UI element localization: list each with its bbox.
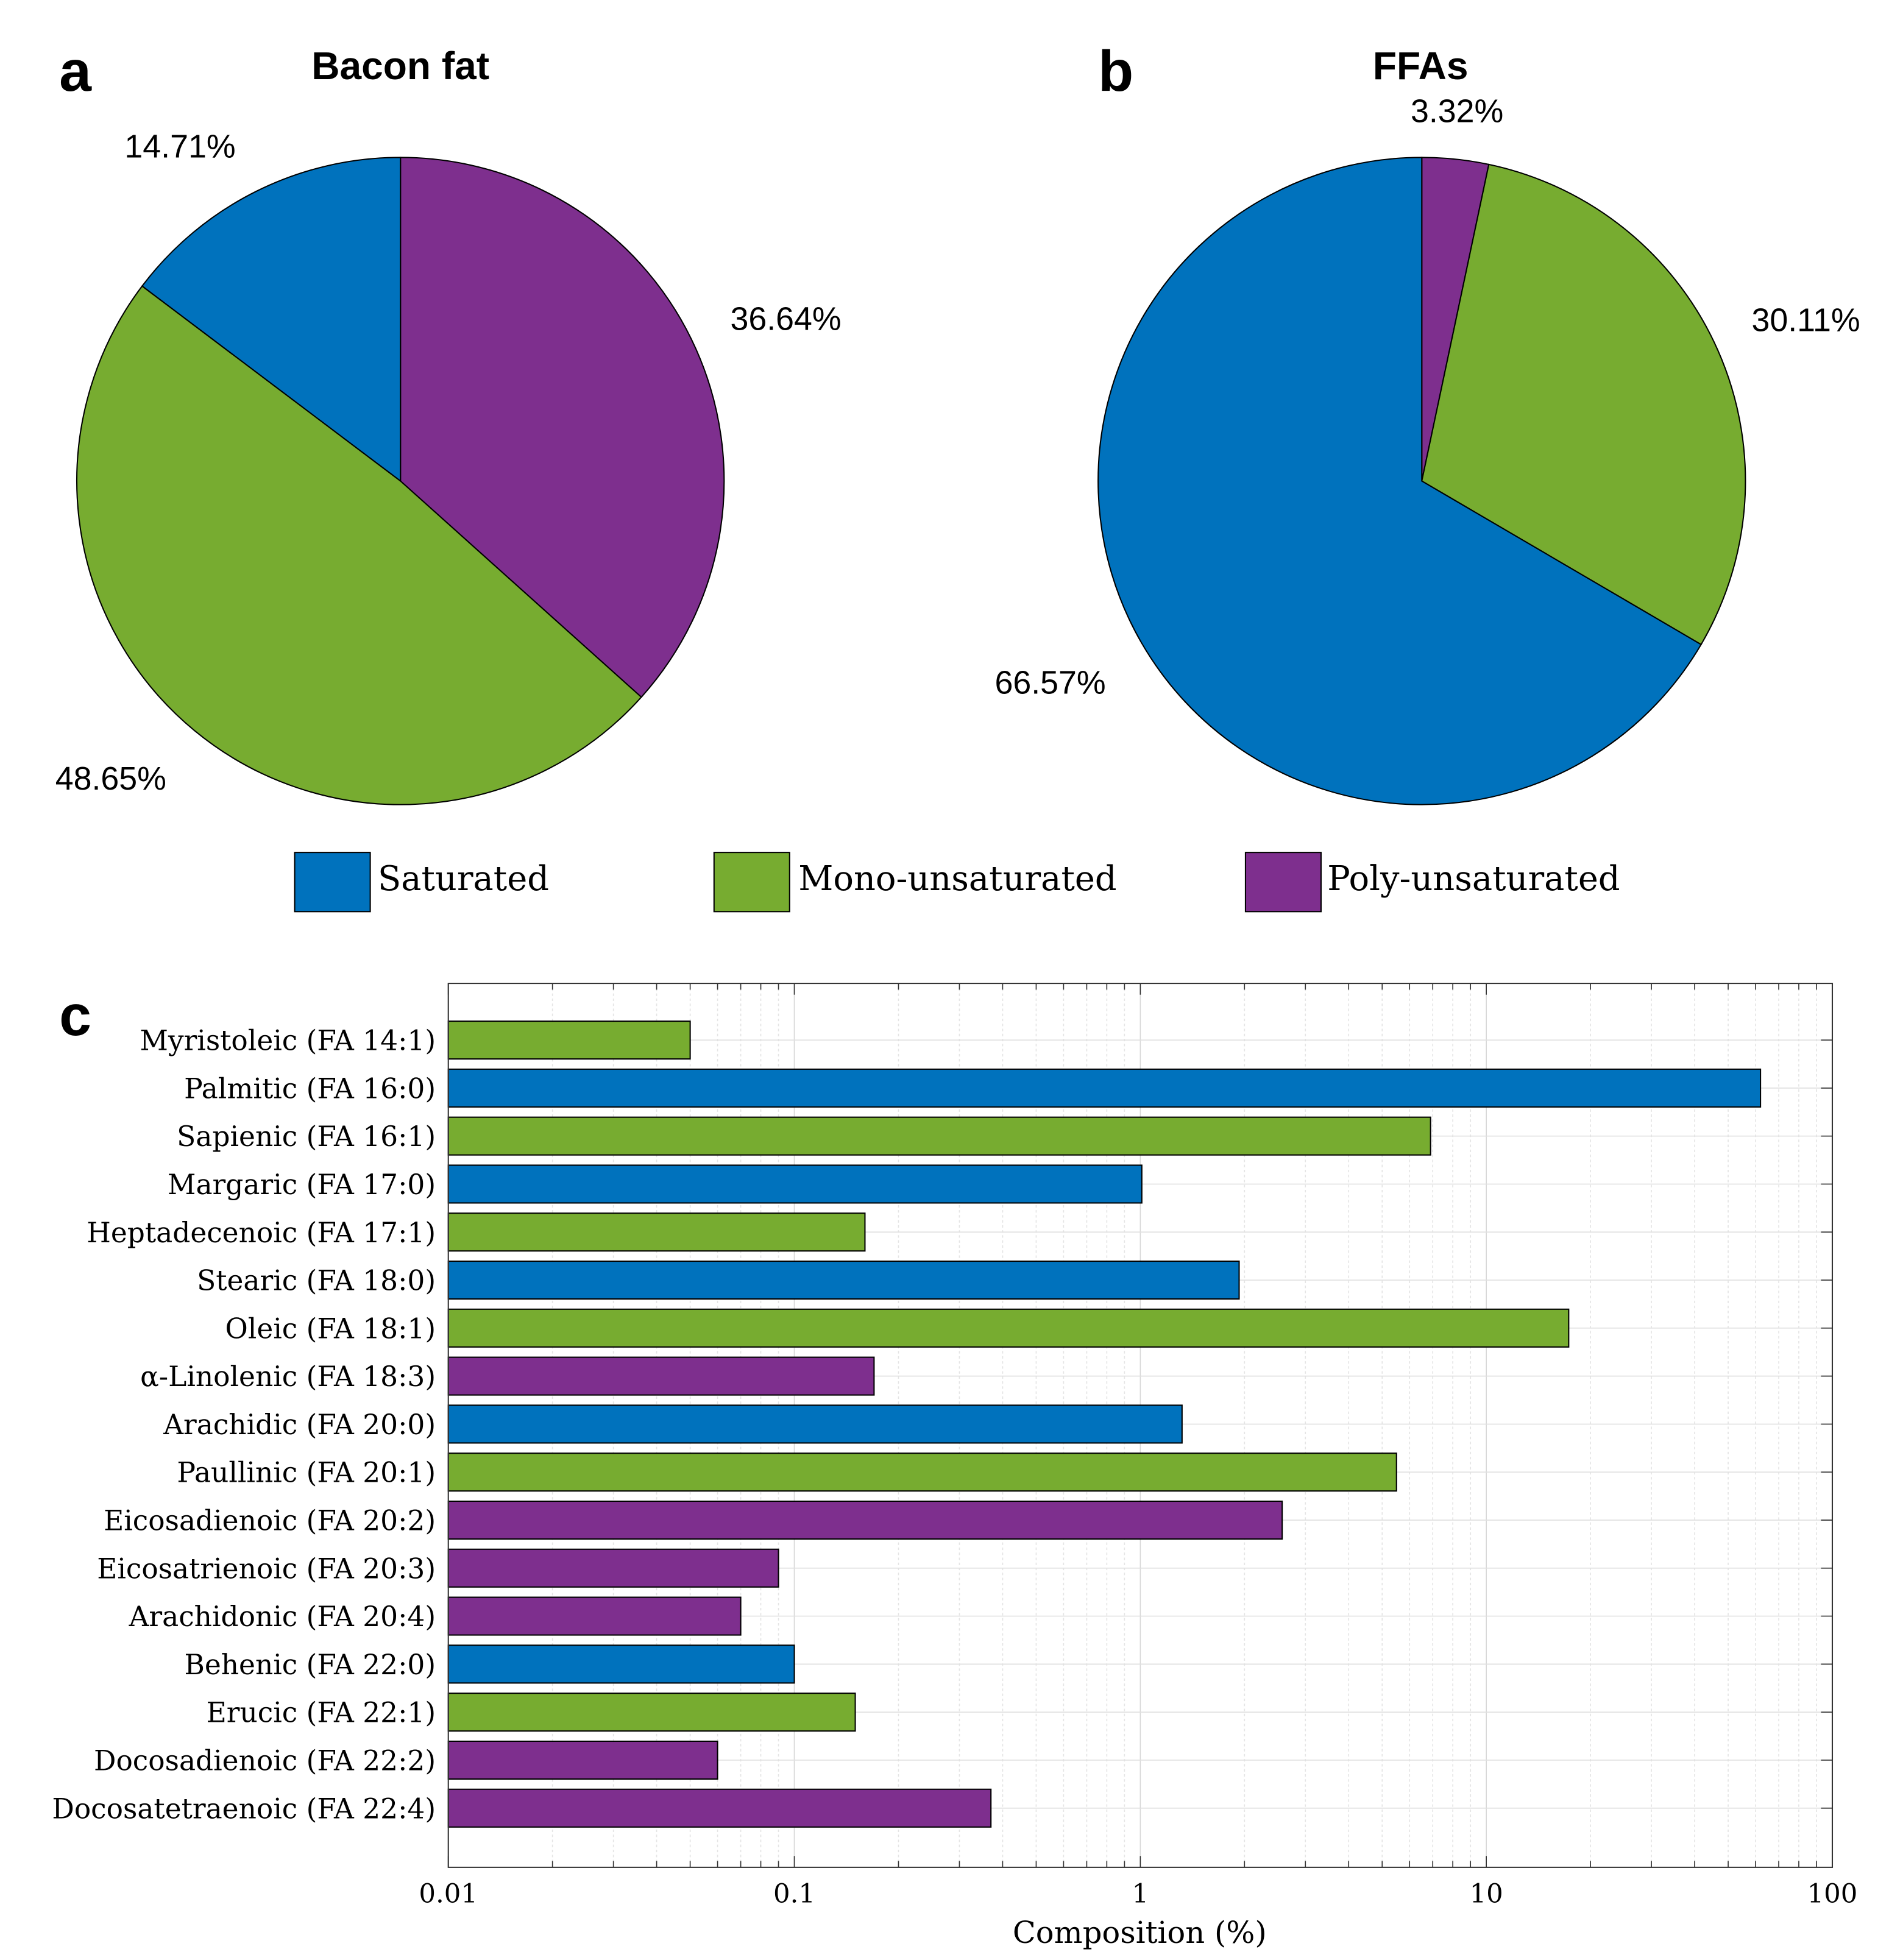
bar bbox=[447, 1404, 1183, 1444]
category-label: Behenic (FA 22:0) bbox=[184, 1649, 436, 1681]
bar bbox=[447, 1261, 1240, 1300]
category-label: Arachidonic (FA 20:4) bbox=[129, 1601, 436, 1633]
slice-label: 14.71% bbox=[124, 128, 235, 165]
category-label: Oleic (FA 18:1) bbox=[225, 1312, 436, 1345]
legend-label: Saturated bbox=[378, 859, 549, 899]
pie-slice-mono-unsaturated bbox=[76, 285, 642, 805]
legend-label: Mono-unsaturated bbox=[798, 859, 1116, 899]
category-label: Docosatetraenoic (FA 22:4) bbox=[52, 1792, 436, 1825]
bar bbox=[447, 1164, 1143, 1204]
category-label: Palmitic (FA 16:0) bbox=[184, 1072, 436, 1105]
panel-label-a: a bbox=[59, 39, 92, 104]
bar bbox=[447, 1500, 1283, 1540]
category-label: Stearic (FA 18:0) bbox=[197, 1265, 436, 1297]
bar bbox=[447, 1116, 1431, 1156]
category-label: Arachidic (FA 20:0) bbox=[163, 1409, 436, 1441]
category-label: α-Linolenic (FA 18:3) bbox=[140, 1360, 436, 1393]
bar bbox=[447, 1548, 779, 1588]
category-label: Paullinic (FA 20:1) bbox=[177, 1457, 436, 1489]
x-tick-label: 0.01 bbox=[419, 1879, 478, 1909]
axes-box bbox=[447, 983, 1834, 1868]
category-label: Margaric (FA 17:0) bbox=[168, 1169, 436, 1201]
bar-chart-composition: Myristoleic (FA 14:1) Palmitic (FA 16:0) S… bbox=[52, 983, 1857, 1950]
pie-chart-ffas: FFAs 3.32% 30.11% 66.57% bbox=[994, 44, 1860, 805]
bar bbox=[447, 1644, 795, 1684]
category-label: Eicosatrienoic (FA 20:3) bbox=[97, 1552, 436, 1585]
category-label: Myristoleic (FA 14:1) bbox=[140, 1025, 436, 1057]
pie-slice-saturated bbox=[141, 157, 402, 483]
slice-label: 36.64% bbox=[730, 300, 841, 337]
x-tick-label: 100 bbox=[1807, 1879, 1858, 1909]
slice-label: 30.11% bbox=[1751, 302, 1860, 339]
x-axis-label: Composition (%) bbox=[1013, 1915, 1267, 1950]
pie-title: Bacon fat bbox=[311, 44, 489, 88]
panel-label-b: b bbox=[1098, 39, 1133, 104]
legend: Saturated Mono-unsaturated Poly-unsaturate… bbox=[294, 852, 1620, 913]
pie-title: FFAs bbox=[1373, 44, 1469, 88]
x-tick-label: 1 bbox=[1132, 1879, 1149, 1909]
panel-label-c: c bbox=[59, 983, 91, 1048]
legend-label: Poly-unsaturated bbox=[1327, 859, 1620, 899]
pie-chart-bacon-fat: Bacon fat 36.64% 48.65% 14.71% bbox=[55, 44, 842, 805]
category-label: Docosadienoic (FA 22:2) bbox=[94, 1744, 436, 1777]
x-tick-label: 0.1 bbox=[773, 1879, 815, 1909]
x-tick-label: 10 bbox=[1470, 1879, 1503, 1909]
category-label: Heptadecenoic (FA 17:1) bbox=[87, 1217, 436, 1249]
category-label: Sapienic (FA 16:1) bbox=[177, 1120, 436, 1153]
bar bbox=[447, 1021, 691, 1060]
pie-slice-poly-unsaturated bbox=[400, 157, 725, 698]
category-label: Eicosadienoic (FA 20:2) bbox=[104, 1505, 436, 1537]
pie-slice-saturated bbox=[1097, 157, 1703, 805]
bar bbox=[447, 1452, 1397, 1492]
bar bbox=[447, 1693, 856, 1732]
slice-label: 3.32% bbox=[1411, 93, 1503, 129]
bar bbox=[447, 1596, 742, 1636]
bar bbox=[447, 1788, 992, 1828]
bar bbox=[447, 1212, 866, 1252]
slice-label: 66.57% bbox=[994, 665, 1105, 701]
legend-swatch bbox=[294, 852, 371, 913]
legend-swatch bbox=[1244, 852, 1322, 913]
bar bbox=[447, 1356, 875, 1396]
pie-slice-mono-unsaturated bbox=[1421, 163, 1746, 646]
category-label: Erucic (FA 22:1) bbox=[207, 1697, 436, 1729]
slice-label: 48.65% bbox=[55, 760, 166, 797]
legend-swatch bbox=[713, 852, 790, 913]
bar bbox=[447, 1308, 1570, 1348]
bar bbox=[447, 1068, 1762, 1108]
bar bbox=[447, 1740, 718, 1780]
